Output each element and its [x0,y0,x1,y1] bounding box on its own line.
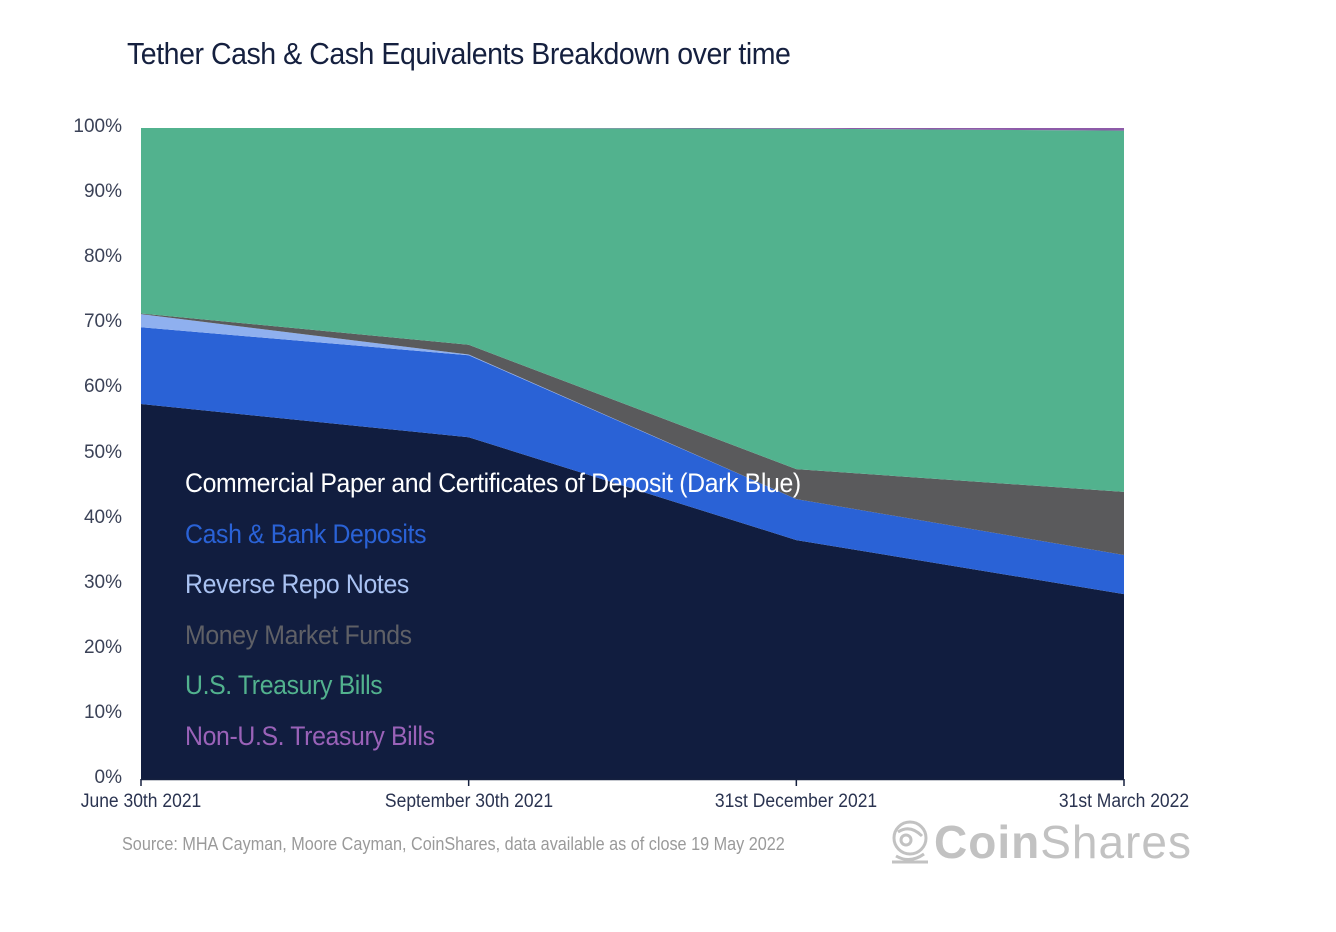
legend-item: Commercial Paper and Certificates of Dep… [185,468,801,498]
y-tick-label: 20% [83,636,122,658]
legend-item: Reverse Repo Notes [185,569,409,599]
legend-item: U.S. Treasury Bills [185,670,383,700]
legend-item: Cash & Bank Deposits [185,518,427,549]
y-tick-label: 90% [83,181,122,203]
brand-wordmark: CoinShares [934,816,1192,868]
source-note: Source: MHA Cayman, Moore Cayman, CoinSh… [122,834,785,854]
coinshares-logo: CoinShares [888,815,1192,869]
area-series [141,128,1124,131]
y-tick-label: 100% [73,116,122,137]
astronaut-helmet-icon [892,820,928,864]
y-tick-label: 0% [94,767,122,788]
x-tick-label: 31st March 2022 [1058,791,1190,812]
x-tick-label: 31st December 2021 [715,791,878,812]
y-tick-label: 50% [83,441,122,463]
y-tick-label: 10% [83,701,122,723]
x-tick-label: June 30th 2021 [80,791,202,812]
y-tick-label: 40% [83,506,122,528]
legend-item: Non-U.S. Treasury Bills [185,720,435,751]
legend-item: Money Market Funds [185,619,412,650]
y-tick-label: 70% [83,311,122,333]
x-tick-label: September 30th 2021 [384,791,553,812]
area-series [141,327,1124,595]
y-tick-label: 30% [83,571,122,593]
y-tick-label: 80% [83,246,122,268]
area-series [141,128,1124,492]
area-series [141,313,1124,556]
chart-title: Tether Cash & Cash Equivalents Breakdown… [127,36,791,71]
chart-legend: Commercial Paper and Certificates of Dep… [185,465,854,768]
y-tick-label: 60% [83,376,122,398]
area-series [141,404,1124,779]
